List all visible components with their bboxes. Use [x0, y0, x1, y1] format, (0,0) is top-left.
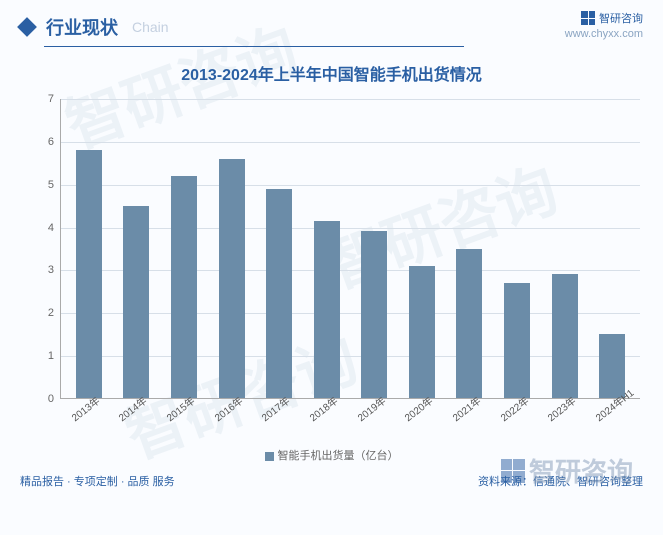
x-tick-label: 2014年 — [115, 396, 160, 444]
y-tick-label: 7 — [48, 93, 54, 105]
section-subtitle: Chain — [132, 19, 169, 35]
bar — [409, 266, 435, 398]
bars-container — [61, 99, 640, 398]
plot-region — [60, 99, 640, 399]
bar — [314, 221, 340, 398]
x-tick-label: 2013年 — [67, 396, 112, 444]
y-tick-label: 3 — [48, 264, 54, 276]
x-tick-label: 2023年 — [544, 396, 589, 444]
x-tick-label: 2016年 — [210, 396, 255, 444]
legend-color-icon — [265, 452, 274, 461]
chart-area: 01234567 2013年2014年2015年2016年2017年2018年2… — [30, 99, 640, 439]
y-tick-label: 2 — [48, 307, 54, 319]
y-axis: 01234567 — [30, 99, 58, 399]
brand-logo: 智研咨询 — [565, 10, 643, 26]
x-tick-label: 2019年 — [353, 396, 398, 444]
brand-name: 智研咨询 — [599, 10, 643, 26]
y-tick-label: 0 — [48, 393, 54, 405]
y-tick-label: 5 — [48, 179, 54, 191]
bar — [361, 231, 387, 398]
card-header: 行业现状 Chain 智研咨询 www.chyxx.com — [20, 10, 643, 47]
bar — [219, 159, 245, 398]
x-tick-label: 2022年 — [496, 396, 541, 444]
bar — [123, 206, 149, 398]
logo-icon — [581, 11, 595, 25]
footer-left: 精品报告 · 专项定制 · 品质 服务 — [20, 473, 175, 489]
x-tick-label: 2021年 — [449, 396, 494, 444]
x-axis-labels: 2013年2014年2015年2016年2017年2018年2019年2020年… — [60, 399, 640, 439]
chart-title: 2013-2024年上半年中国智能手机出货情况 — [20, 61, 643, 85]
bar — [171, 176, 197, 398]
bar — [599, 334, 625, 398]
brand-block: 智研咨询 www.chyxx.com — [565, 10, 643, 40]
y-tick-label: 6 — [48, 136, 54, 148]
bar — [504, 283, 530, 398]
x-tick-label: 2015年 — [163, 396, 208, 444]
chart-card: 智研咨询 智研咨询 智研咨询 行业现状 Chain 智研咨询 www.chyxx… — [0, 0, 663, 535]
y-tick-label: 4 — [48, 222, 54, 234]
brand-url: www.chyxx.com — [565, 28, 643, 40]
chart-legend: 智能手机出货量（亿台） — [20, 447, 643, 463]
section-title-text: 行业现状 — [46, 14, 118, 40]
footer-right: 资料来源：信通院、智研咨询整理 — [478, 473, 643, 489]
x-tick-label: 2017年 — [258, 396, 303, 444]
section-title: 行业现状 Chain — [20, 14, 464, 40]
title-underline — [44, 46, 464, 47]
card-footer: 精品报告 · 专项定制 · 品质 服务 资料来源：信通院、智研咨询整理 — [20, 473, 643, 489]
x-tick-label: 2018年 — [306, 396, 351, 444]
x-tick-label: 2024年H1 — [592, 396, 637, 444]
diamond-icon — [17, 17, 37, 37]
bar — [552, 274, 578, 398]
x-tick-label: 2020年 — [401, 396, 446, 444]
y-tick-label: 1 — [48, 350, 54, 362]
legend-label: 智能手机出货量（亿台） — [278, 450, 399, 462]
bar — [456, 249, 482, 399]
bar — [266, 189, 292, 398]
bar — [76, 150, 102, 398]
